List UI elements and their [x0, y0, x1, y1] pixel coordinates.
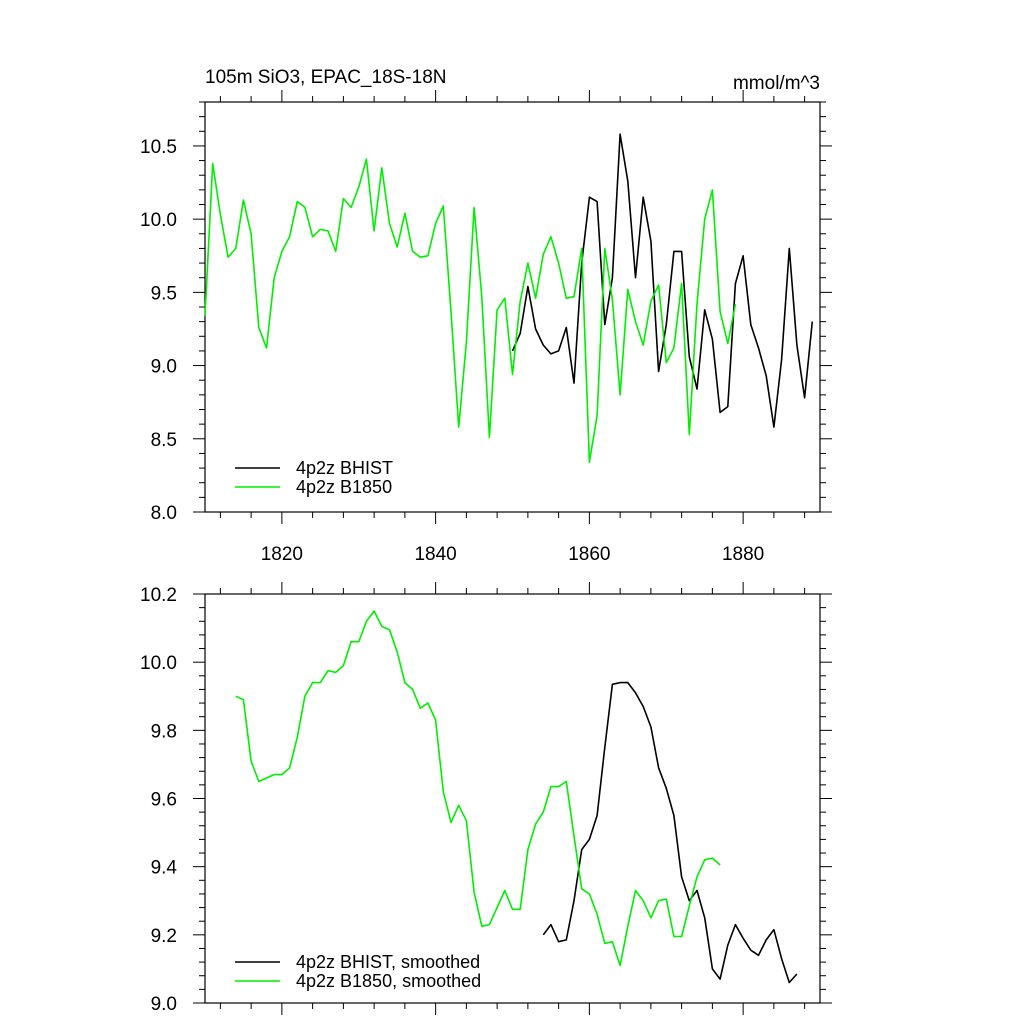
y-tick-label: 9.0 — [151, 357, 177, 378]
series-line-4p2z-bhist-smoothed — [542, 681, 798, 984]
x-tick-label: 1860 — [568, 544, 610, 565]
x-tick-label: 1880 — [722, 544, 764, 565]
series-line-4p2z-b1850 — [204, 158, 737, 464]
y-tick-label: 9.2 — [151, 926, 177, 947]
series-line-4p2z-b1850-smoothed — [235, 610, 721, 967]
bottom-panel: 9.0 9.2 9.4 9.6 9.8 10.0 10.2 4p2z BHIST, smoot… — [140, 582, 832, 1015]
legend-label: 4p2z B1850 — [296, 477, 392, 497]
y-tick-label: 10.5 — [140, 137, 177, 158]
plot-frame — [204, 593, 821, 1004]
plot-frame — [204, 101, 821, 513]
units-label: mmol/m^3 — [733, 73, 820, 94]
y-tick-label: 10.2 — [140, 585, 177, 606]
legend-label: 4p2z B1850, smoothed — [296, 971, 481, 991]
y-tick-label: 8.0 — [151, 503, 177, 524]
y-tick-label: 9.8 — [151, 721, 177, 742]
y-tick-label: 9.0 — [151, 994, 177, 1015]
y-tick-label: 9.6 — [151, 790, 177, 811]
top-panel: 8.0 8.5 9.0 9.5 10.0 10.5 1820 1840 1860 1880 4p2z… — [140, 90, 832, 565]
y-tick-label: 8.5 — [151, 430, 177, 451]
y-tick-label: 9.4 — [151, 858, 178, 879]
x-tick-label: 1840 — [414, 544, 456, 565]
y-tick-label: 9.5 — [151, 283, 177, 304]
legend-label: 4p2z BHIST — [296, 458, 393, 478]
chart-title: 105m SiO3, EPAC_18S-18N — [205, 67, 447, 88]
x-tick-label: 1820 — [261, 544, 303, 565]
legend-label: 4p2z BHIST, smoothed — [296, 952, 480, 972]
y-tick-label: 10.0 — [140, 210, 177, 231]
y-tick-label: 10.0 — [140, 653, 177, 674]
series-line-4p2z-bhist — [511, 133, 814, 428]
